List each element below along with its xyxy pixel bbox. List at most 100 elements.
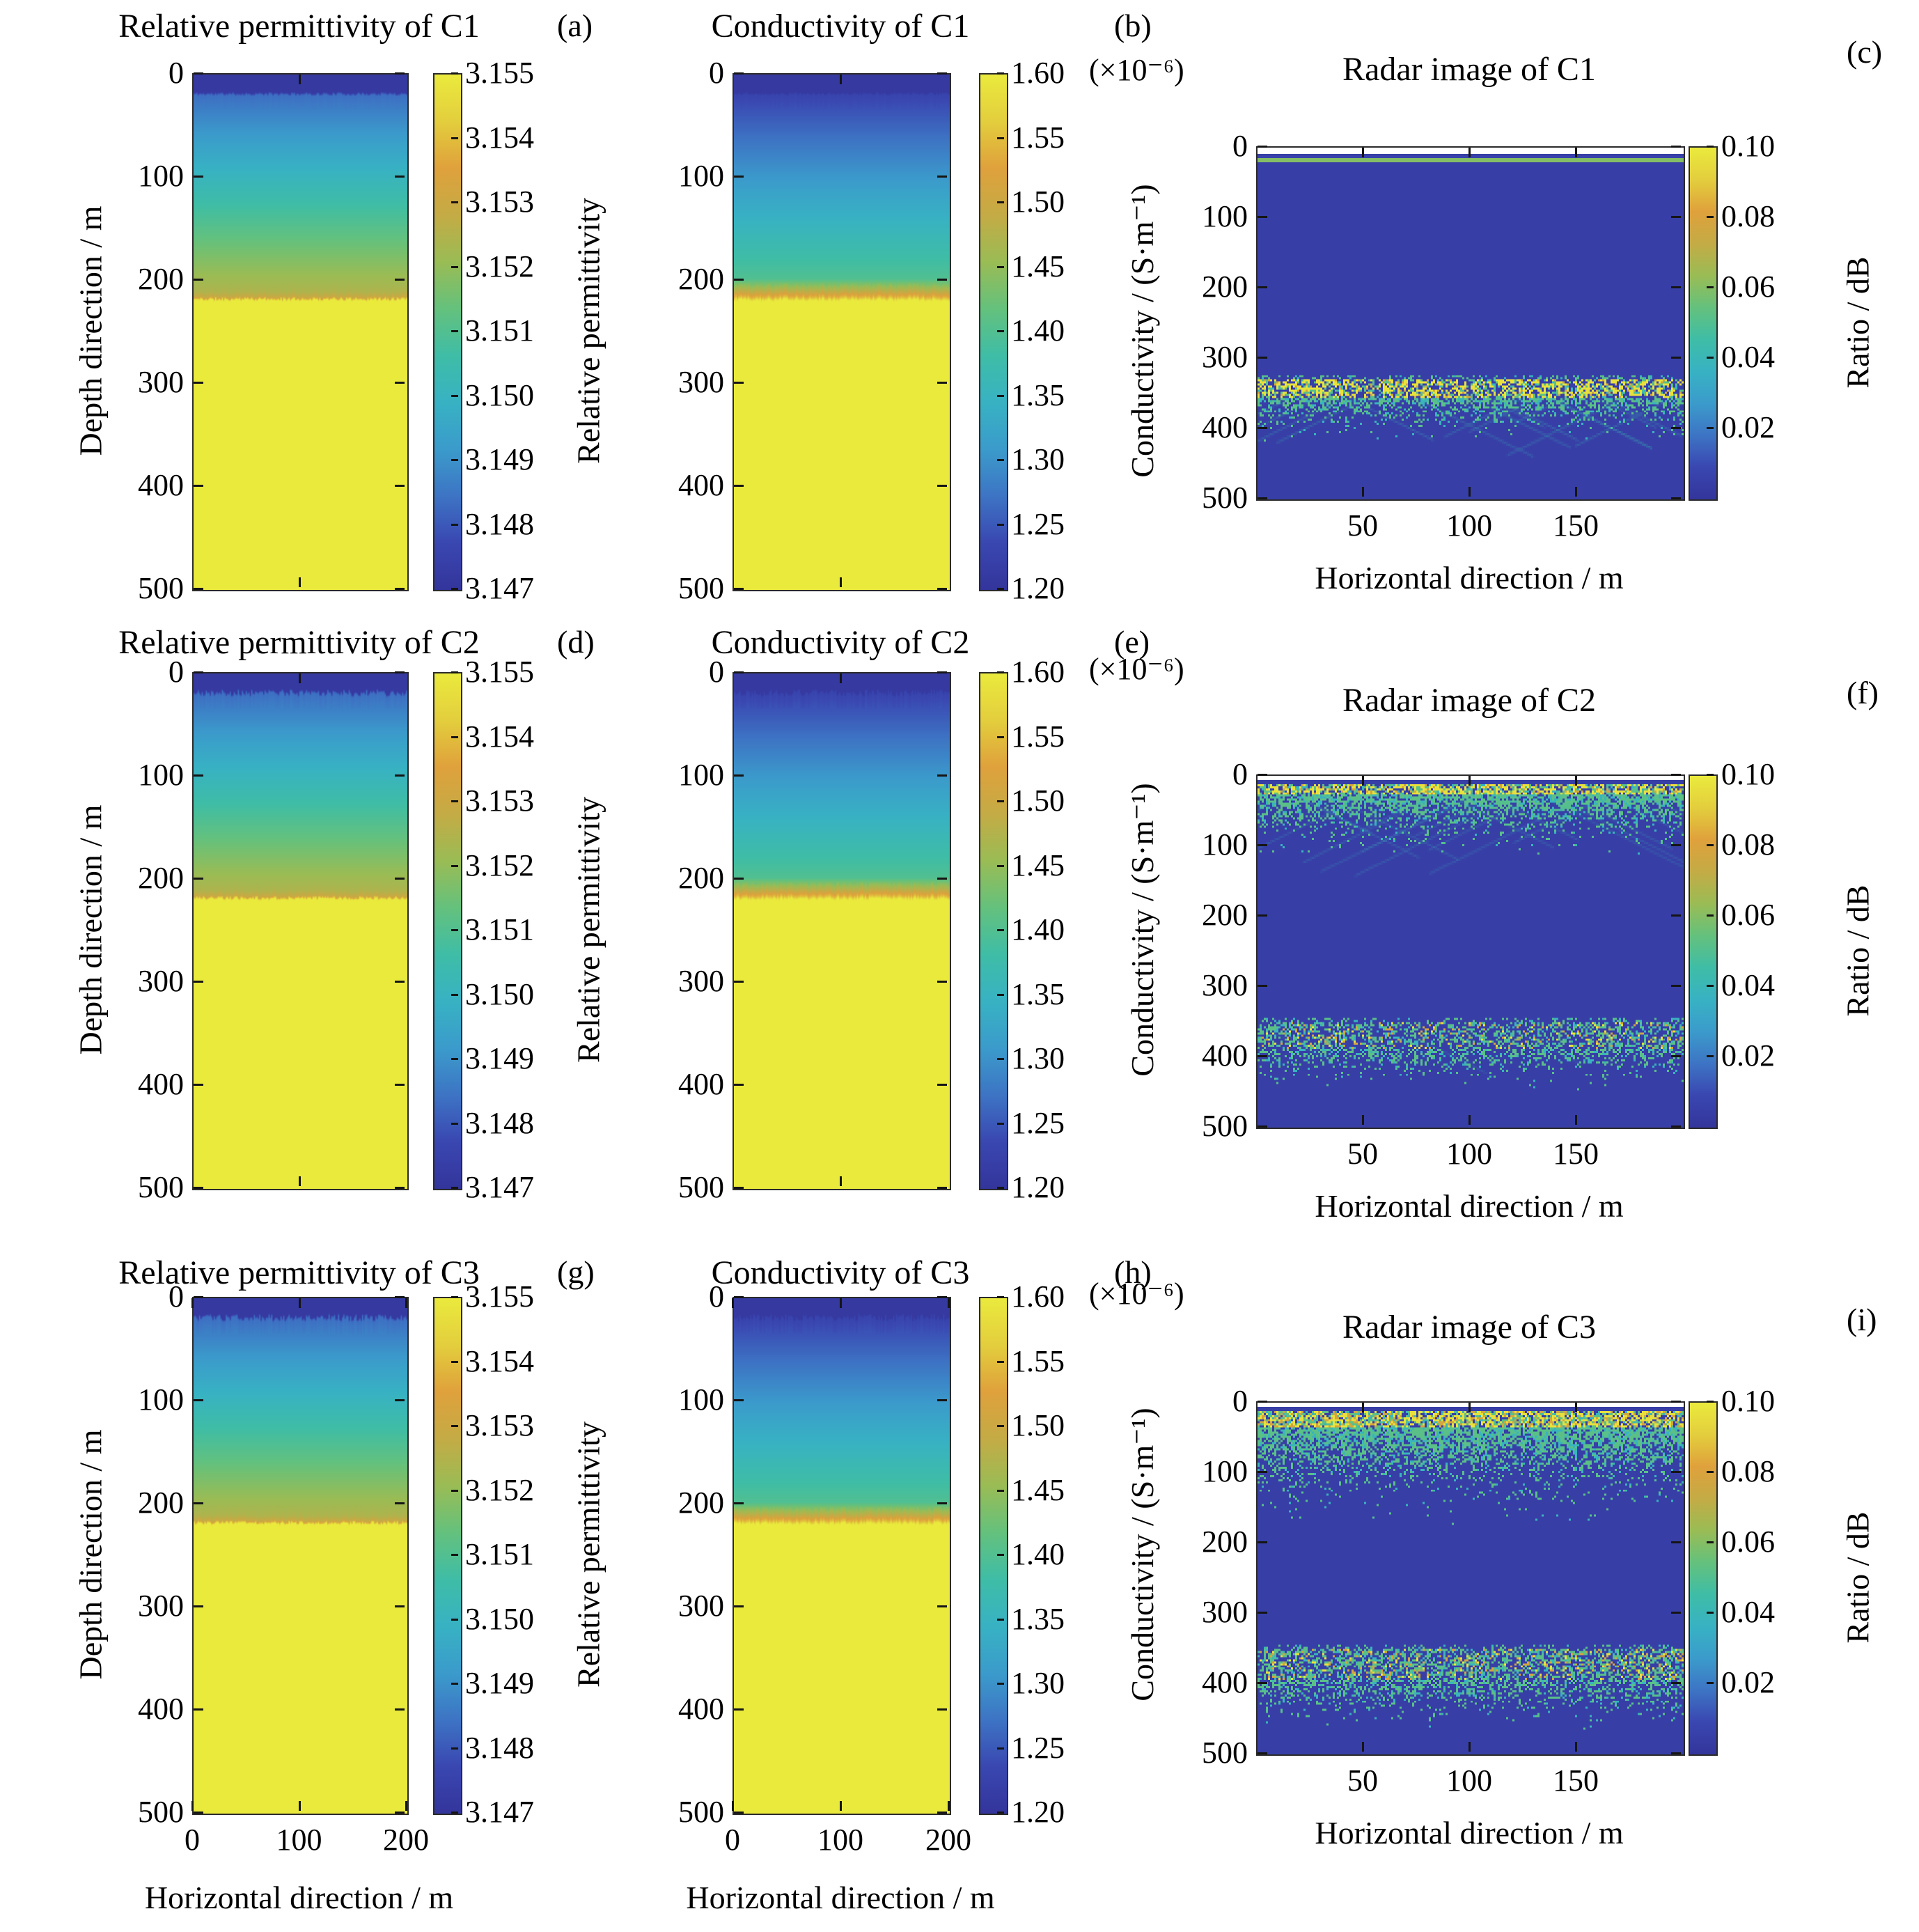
colorbar — [1689, 146, 1718, 501]
colorbar-tick-label: 1.55 — [1011, 1343, 1065, 1378]
y-tick-label: 200 — [138, 262, 184, 296]
x-tick-label: 50 — [1347, 1137, 1378, 1171]
colorbar-tick-label: 3.155 — [465, 56, 534, 90]
colorbar-tick-mark — [997, 330, 1004, 332]
panel-letter: (a) — [557, 8, 593, 43]
y-tick-mark — [194, 485, 203, 487]
y-tick-mark — [734, 1812, 744, 1814]
colorbar-tick-mark — [451, 671, 458, 673]
y-tick-label: 100 — [678, 758, 724, 792]
y-axis-label: Depth direction / m — [72, 804, 109, 1055]
colorbar-tick-mark — [1707, 1055, 1714, 1057]
colorbar-tick-mark — [451, 1122, 458, 1125]
colorbar-tick-label: 1.40 — [1011, 912, 1065, 946]
colorbar-tick-mark — [451, 394, 458, 397]
y-tick-mark — [194, 382, 203, 384]
y-tick-mark — [194, 1708, 203, 1711]
heatmap-canvas — [733, 672, 951, 1190]
x-tick-mark — [298, 1298, 301, 1308]
colorbar-tick-mark — [451, 1683, 458, 1685]
y-tick-mark — [937, 72, 947, 75]
y-tick-label: 300 — [678, 964, 724, 998]
y-tick-label: 300 — [138, 365, 184, 399]
x-tick-mark — [1575, 1115, 1577, 1125]
y-tick-label: 300 — [1202, 968, 1248, 1002]
colorbar-tick-mark — [451, 1425, 458, 1427]
colorbar-tick-mark — [997, 735, 1004, 738]
y-tick-label: 400 — [1202, 410, 1248, 444]
colorbar-tick-label: 3.150 — [465, 1601, 534, 1636]
colorbar-tick-mark — [997, 1812, 1004, 1814]
heatmap-canvas — [192, 73, 409, 591]
y-tick-mark — [1671, 1682, 1681, 1684]
y-tick-label: 200 — [1202, 898, 1248, 932]
y-tick-label: 500 — [138, 571, 184, 605]
colorbar-tick-label: 3.155 — [465, 1279, 534, 1314]
colorbar-tick-mark — [451, 1812, 458, 1814]
x-tick-label: 150 — [1553, 1137, 1599, 1171]
y-tick-mark — [937, 878, 947, 880]
colorbar-tick-mark — [451, 137, 458, 139]
colorbar-tick-mark — [1707, 216, 1714, 218]
y-tick-label: 0 — [709, 655, 724, 689]
y-tick-mark — [395, 382, 405, 384]
y-tick-label: 0 — [1232, 1384, 1248, 1418]
colorbar-tick-label: 1.50 — [1011, 185, 1065, 219]
y-tick-mark — [1671, 985, 1681, 987]
panel-title: Radar image of C3 — [1342, 1309, 1596, 1346]
y-tick-mark — [937, 588, 947, 590]
x-tick-mark — [1468, 1403, 1471, 1412]
x-tick-label: 100 — [817, 1823, 863, 1857]
colorbar-tick-label: 3.151 — [465, 313, 534, 348]
colorbar-tick-label: 3.154 — [465, 120, 534, 155]
colorbar-tick-label: 3.147 — [465, 1795, 534, 1829]
colorbar-tick-label: 0.04 — [1721, 340, 1775, 374]
y-tick-label: 300 — [678, 365, 724, 399]
colorbar-tick-label: 0.02 — [1721, 410, 1775, 444]
y-tick-mark — [937, 382, 947, 384]
colorbar-tick-mark — [997, 1747, 1004, 1750]
panel-letter: (c) — [1847, 34, 1883, 70]
colorbar-tick-label: 1.25 — [1011, 1105, 1065, 1140]
x-tick-mark — [948, 1801, 950, 1811]
y-tick-mark — [1258, 985, 1267, 987]
y-tick-mark — [1671, 1541, 1681, 1543]
colorbar-tick-mark — [451, 1296, 458, 1298]
x-tick-mark — [1575, 148, 1577, 157]
colorbar-tick-label: 1.35 — [1011, 377, 1065, 412]
x-tick-mark — [840, 75, 842, 84]
colorbar-tick-label: 3.147 — [465, 571, 534, 605]
y-tick-mark — [1258, 146, 1267, 148]
colorbar-tick-mark — [451, 993, 458, 996]
colorbar-tick-label: 1.35 — [1011, 976, 1065, 1011]
y-tick-mark — [194, 1812, 203, 1814]
colorbar-tick-label: 1.45 — [1011, 249, 1065, 283]
colorbar-tick-mark — [997, 459, 1004, 461]
radar-canvas — [1256, 1401, 1685, 1756]
x-tick-mark — [1575, 1403, 1577, 1412]
colorbar-tick-mark — [451, 1489, 458, 1492]
x-tick-label: 200 — [925, 1823, 971, 1857]
y-tick-mark — [1258, 1612, 1267, 1614]
y-tick-label: 400 — [678, 468, 724, 502]
colorbar-tick-label: 1.60 — [1011, 56, 1065, 90]
colorbar-tick-mark — [1707, 985, 1714, 987]
x-axis-label: Horizontal direction / m — [144, 1880, 454, 1915]
y-tick-mark — [1671, 1055, 1681, 1057]
y-tick-mark — [937, 485, 947, 487]
y-tick-mark — [1671, 357, 1681, 359]
y-tick-label: 200 — [1202, 1525, 1248, 1559]
colorbar-tick-label: 1.20 — [1011, 1795, 1065, 1829]
y-tick-label: 100 — [138, 758, 184, 792]
colorbar-tick-label: 3.153 — [465, 1408, 534, 1442]
colorbar — [1689, 774, 1718, 1129]
y-tick-mark — [734, 382, 744, 384]
y-tick-mark — [734, 1708, 744, 1711]
y-tick-label: 100 — [138, 1382, 184, 1417]
y-tick-mark — [194, 774, 203, 777]
x-axis-label: Horizontal direction / m — [1315, 560, 1624, 595]
y-tick-mark — [194, 176, 203, 178]
y-tick-mark — [937, 1187, 947, 1189]
heatmap-canvas — [192, 1297, 409, 1815]
y-tick-mark — [1671, 1752, 1681, 1754]
